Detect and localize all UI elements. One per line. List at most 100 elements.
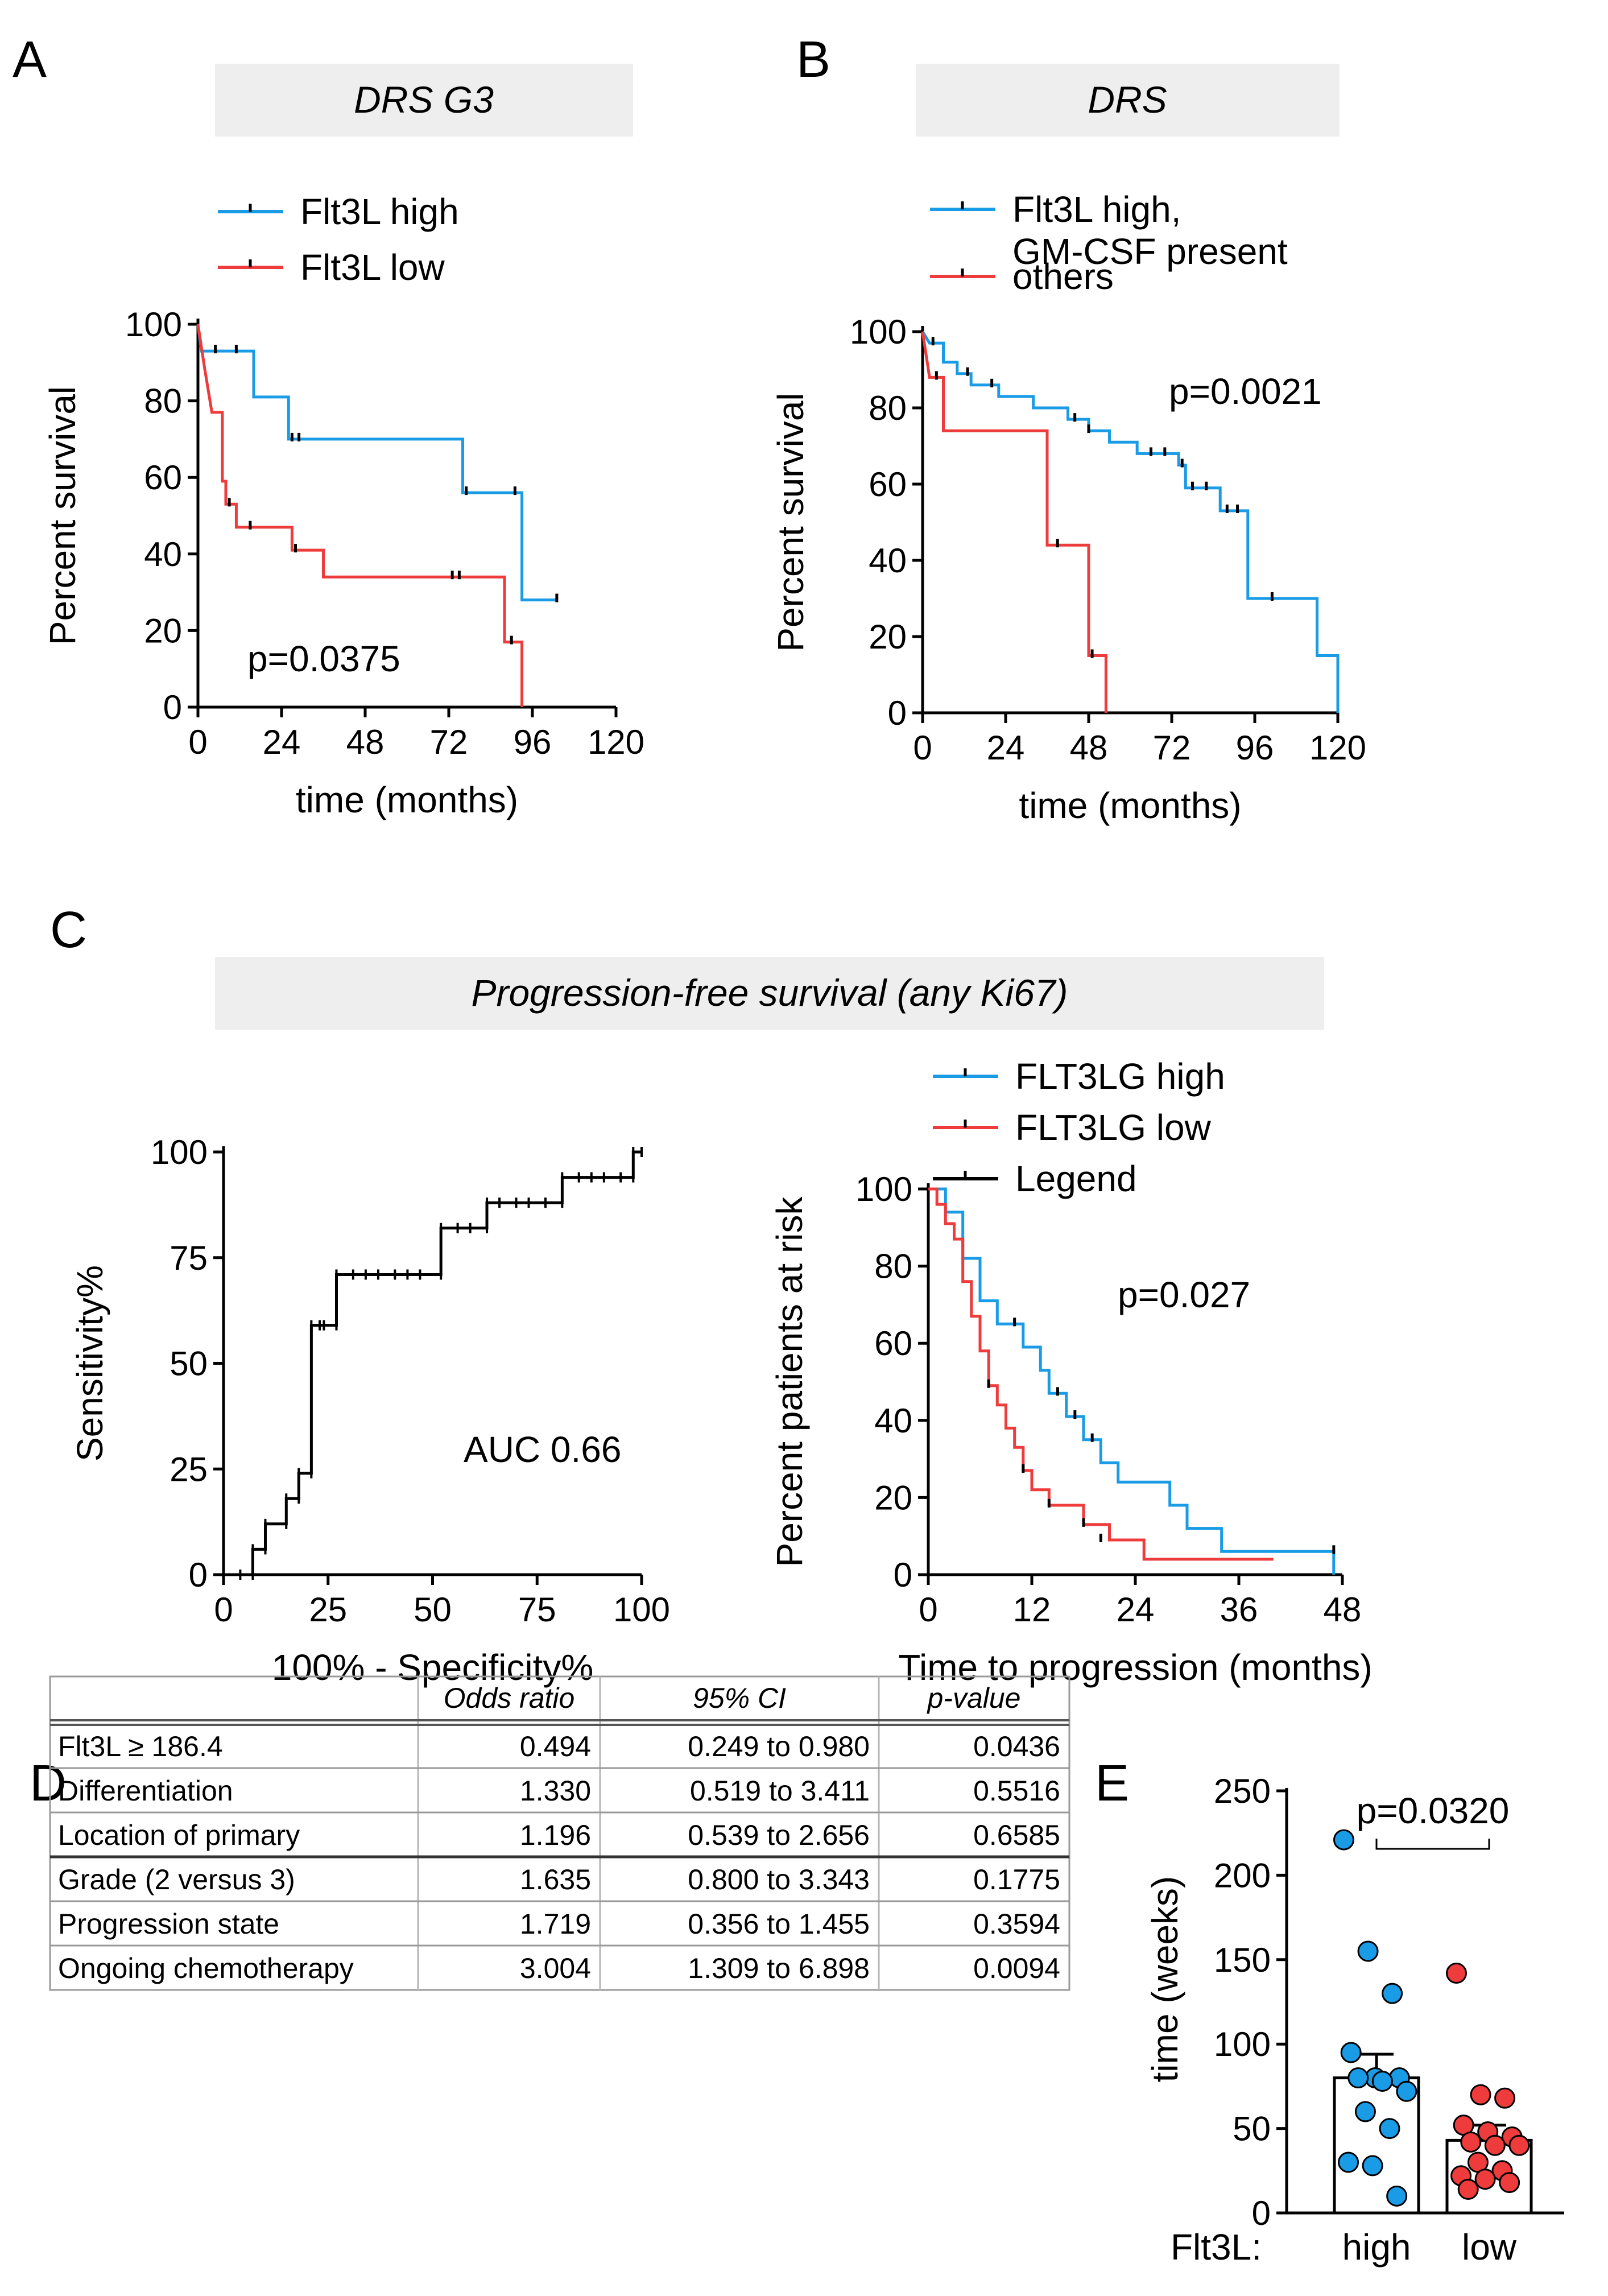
km-plot-a: 0 20 40 60 80 100 0 24 48 72 96 120 time (months) Per… xyxy=(42,191,644,820)
y-axis-title: Percent patients at risk xyxy=(769,1196,810,1567)
table-cell: Ongoing chemotherapy xyxy=(58,1952,354,1984)
table-cell: 0.5516 xyxy=(973,1775,1060,1807)
data-point xyxy=(1386,2185,1408,2207)
y-tick-label: 100 xyxy=(850,313,907,351)
x-tick-label: 36 xyxy=(1220,1591,1258,1629)
p-value-label: p=0.027 xyxy=(1118,1274,1250,1315)
x-tick-label: 48 xyxy=(346,723,385,761)
legend-label: FLT3LG low xyxy=(1015,1107,1212,1148)
banner-b xyxy=(916,64,1340,137)
auc-label: AUC 0.66 xyxy=(464,1429,621,1470)
y-tick-label: 25 xyxy=(170,1450,208,1488)
banner-a xyxy=(215,64,633,137)
y-tick-label: 0 xyxy=(1252,2194,1271,2232)
data-point xyxy=(1508,2134,1530,2156)
legend-label: FLT3LG high xyxy=(1015,1056,1225,1097)
y-tick-label: 0 xyxy=(163,688,182,726)
y-tick-label: 50 xyxy=(170,1345,208,1383)
data-point xyxy=(1474,2169,1496,2190)
data-point xyxy=(1457,2178,1479,2200)
panel-letters: A B C D E xyxy=(13,31,1129,1812)
y-tick-label: 80 xyxy=(874,1248,912,1286)
table-cell: 0.494 xyxy=(520,1731,591,1762)
y-tick-label: 150 xyxy=(1214,1941,1271,1979)
table-cell: 0.800 to 3.343 xyxy=(688,1864,870,1896)
data-point xyxy=(1382,1983,1403,2004)
km-series-line xyxy=(921,331,1107,713)
category-label: high xyxy=(1342,2227,1411,2268)
x-tick-label: 72 xyxy=(430,723,468,761)
y-axis-title: Percent survival xyxy=(770,393,811,651)
x-tick-label: 100 xyxy=(613,1591,670,1629)
pfs-plot: 0 20 40 60 80 100 0 12 24 36 48 Time to progression… xyxy=(769,1056,1373,1688)
x-tick-label: 120 xyxy=(588,723,644,761)
table-cell: 0.519 to 3.411 xyxy=(690,1775,870,1807)
table-cell: 3.004 xyxy=(520,1952,591,1984)
legend-label: Flt3L high xyxy=(300,191,459,232)
table-cell: 1.719 xyxy=(520,1908,591,1940)
x-tick-label: 50 xyxy=(414,1591,452,1629)
data-point xyxy=(1484,2134,1506,2156)
legend-label: Flt3L high, xyxy=(1012,189,1181,230)
data-point xyxy=(1446,1963,1467,1984)
legend-label: others xyxy=(1012,256,1114,297)
table-cell: 0.3594 xyxy=(973,1908,1060,1940)
x-tick-label: 96 xyxy=(514,723,552,761)
bar-plot-e: 0 50 100 150 200 250 time (weeks) high low Flt3L:… xyxy=(1144,1772,1564,2268)
y-tick-label: 50 xyxy=(1233,2110,1271,2148)
legend-label: Flt3L low xyxy=(300,247,445,288)
x-tick-label: 72 xyxy=(1153,729,1191,767)
p-value-label: p=0.0021 xyxy=(1169,371,1322,412)
km-series-line xyxy=(928,1187,1274,1561)
category-label: low xyxy=(1462,2227,1517,2268)
table-cell: Progression state xyxy=(58,1908,279,1940)
banner-c-title: Progression-free survival (any Ki67) xyxy=(471,972,1068,1014)
table-header-cell: p-value xyxy=(927,1682,1021,1714)
km-series-line xyxy=(196,324,524,707)
p-value-label: p=0.0375 xyxy=(247,638,400,679)
y-tick-label: 250 xyxy=(1214,1772,1271,1810)
y-tick-label: 40 xyxy=(144,535,182,573)
x-tick-label: 24 xyxy=(987,729,1025,767)
y-tick-label: 40 xyxy=(869,542,907,580)
y-tick-label: 80 xyxy=(869,389,907,427)
panel-letter-e: E xyxy=(1095,1755,1129,1812)
data-point xyxy=(1338,2152,1359,2173)
table-cell: 0.1775 xyxy=(973,1864,1060,1896)
y-tick-label: 40 xyxy=(874,1402,912,1440)
data-point xyxy=(1470,2084,1491,2105)
y-tick-label: 100 xyxy=(151,1133,208,1171)
y-tick-label: 80 xyxy=(144,382,182,420)
data-point xyxy=(1494,2087,1516,2109)
table-cell: 0.6585 xyxy=(973,1819,1060,1851)
x-tick-label: 24 xyxy=(263,723,301,761)
x-tick-label: 48 xyxy=(1070,729,1108,767)
km-series-line xyxy=(921,331,1340,713)
table-cell: 1.635 xyxy=(520,1864,591,1896)
banners: DRS G3 DRS Progression-free survival (an… xyxy=(215,64,1340,1030)
data-point xyxy=(1499,2172,1520,2194)
table-frame xyxy=(49,1675,1070,1991)
y-tick-label: 20 xyxy=(869,618,907,656)
data-point xyxy=(1371,2070,1393,2092)
banner-a-title: DRS G3 xyxy=(354,79,494,121)
y-tick-label: 20 xyxy=(874,1479,912,1517)
table-cell: 1.309 to 6.898 xyxy=(688,1952,870,1984)
y-axis-title: Percent survival xyxy=(42,386,83,645)
roc-curve xyxy=(224,1150,642,1576)
data-point xyxy=(1379,2118,1400,2140)
table-cell: Flt3L ≥ 186.4 xyxy=(58,1731,223,1762)
data-point xyxy=(1460,2131,1482,2153)
table-cell: Differentiation xyxy=(58,1775,233,1807)
km-series-line xyxy=(928,1187,1336,1575)
y-axis-title: Sensitivity% xyxy=(69,1265,110,1461)
panel-letter-c: C xyxy=(50,902,87,959)
panel-letter-d: D xyxy=(30,1755,67,1812)
x-tick-label: 120 xyxy=(1309,729,1366,767)
x-tick-label: 0 xyxy=(919,1591,937,1629)
y-tick-label: 100 xyxy=(1214,2025,1271,2063)
data-point xyxy=(1347,2067,1369,2089)
panel-letter-b: B xyxy=(796,31,830,88)
x-axis-title: time (months) xyxy=(1019,785,1241,826)
